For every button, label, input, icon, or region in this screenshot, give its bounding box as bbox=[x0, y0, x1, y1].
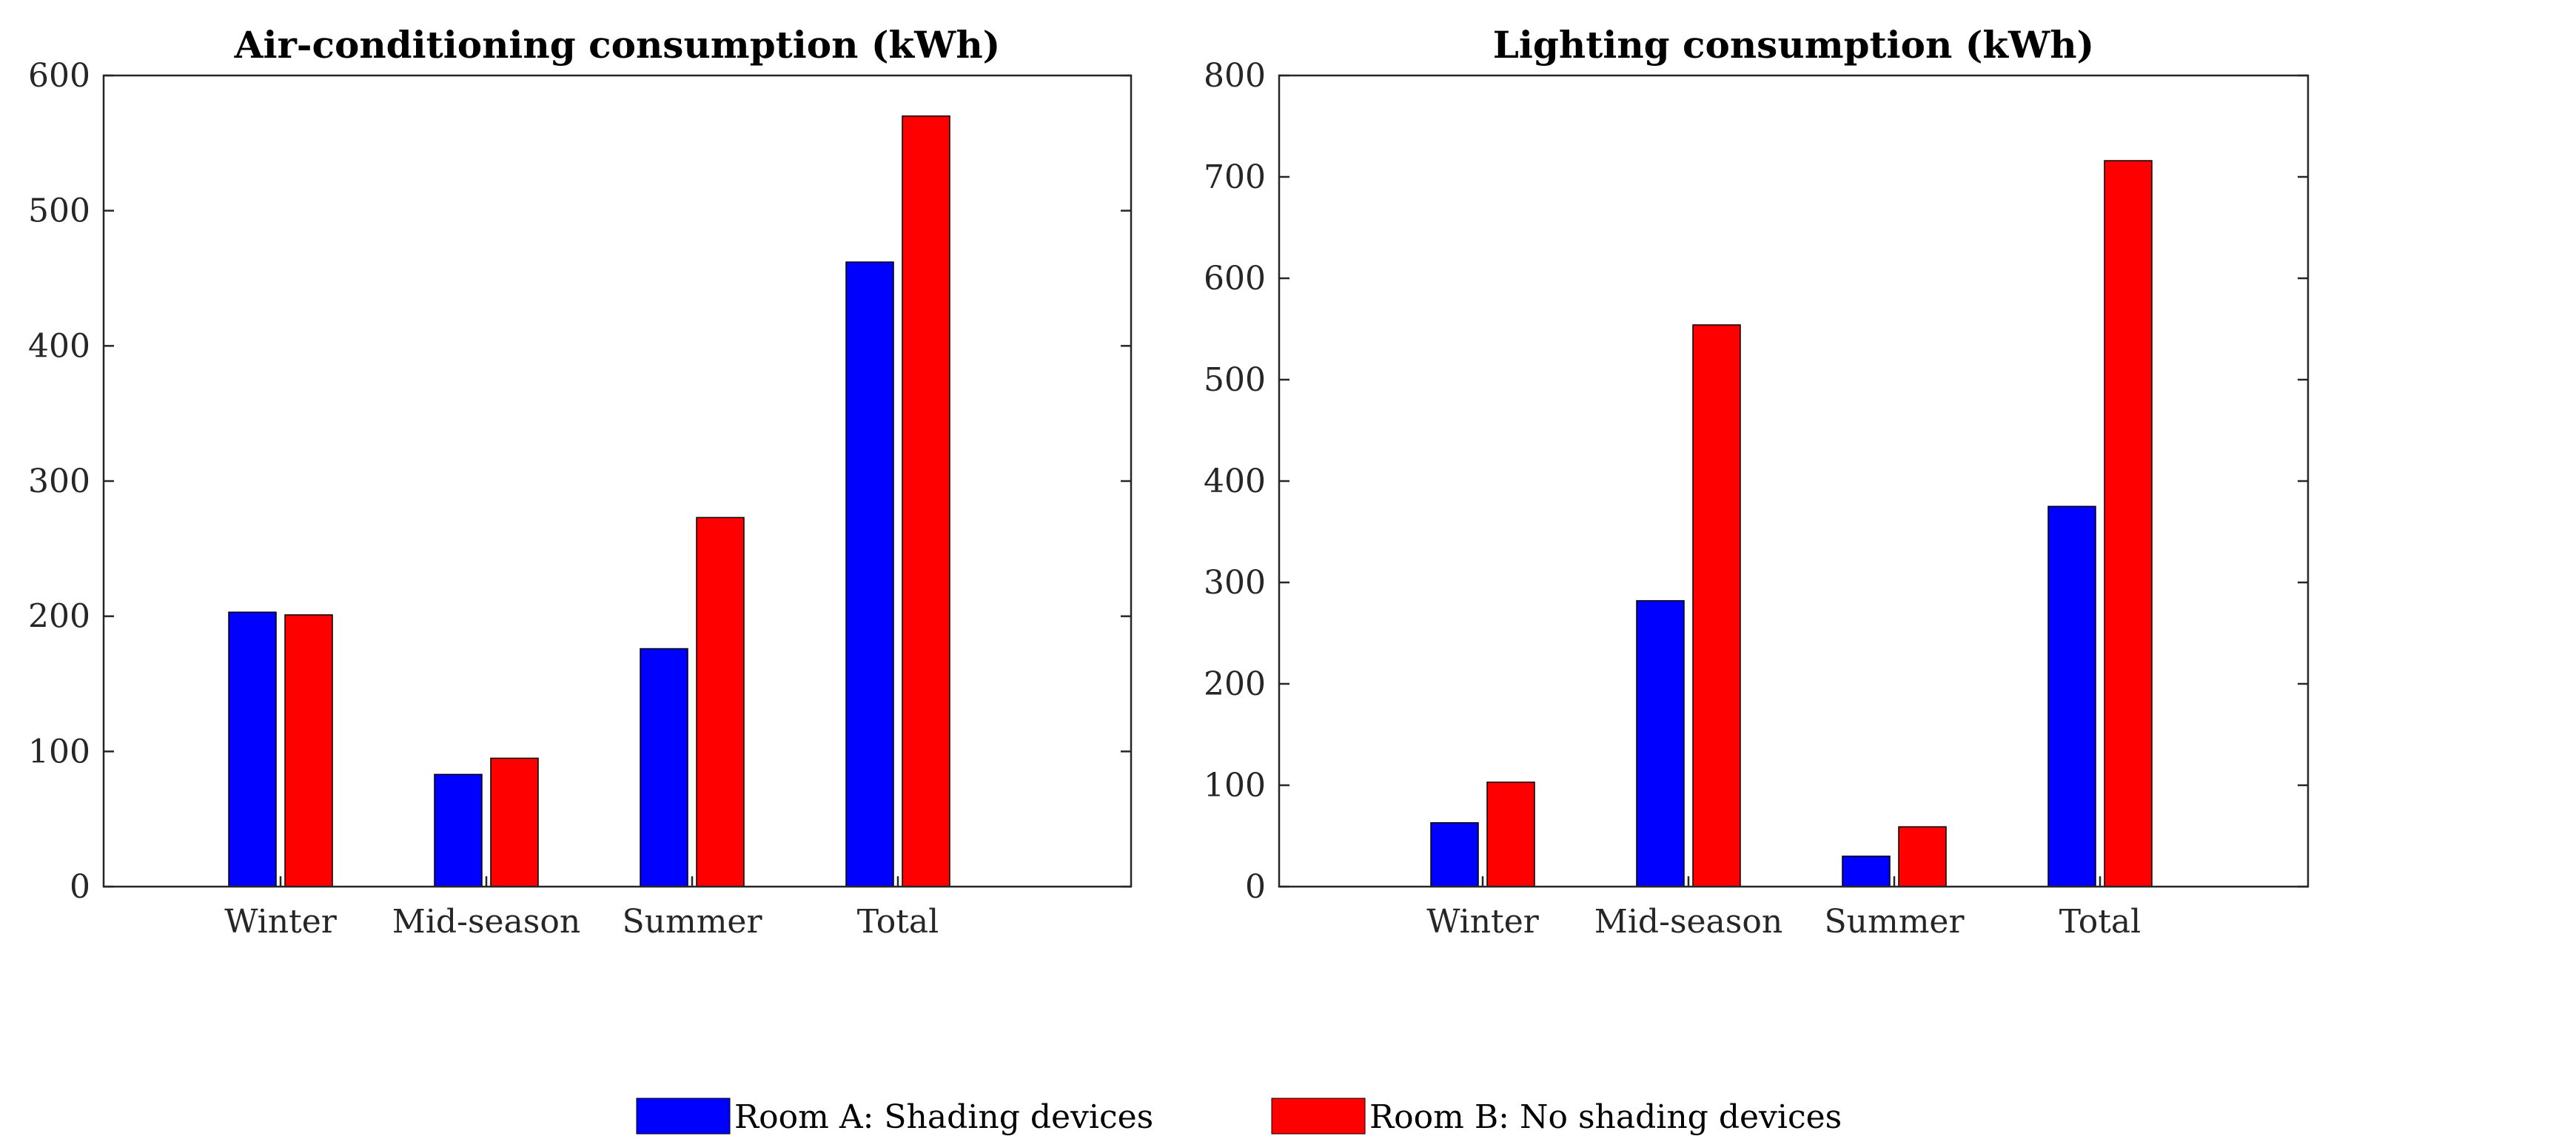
lighting-ytick-label: 200 bbox=[1204, 665, 1266, 703]
ac-bar-room-a-total bbox=[845, 261, 894, 887]
ac-bar-room-a-summer bbox=[640, 648, 688, 887]
ac-bar-room-b-total bbox=[902, 115, 950, 887]
lighting-bar-room-a-total bbox=[2047, 505, 2096, 887]
lighting-axes-box bbox=[1278, 74, 2310, 888]
lighting-ytick-label: 100 bbox=[1204, 767, 1266, 804]
legend-label-room-a: Room A: Shading devices bbox=[734, 1098, 1153, 1136]
legend-label-room-b: Room B: No shading devices bbox=[1369, 1098, 1842, 1136]
lighting-xtick-label-winter: Winter bbox=[1426, 903, 1540, 941]
lighting-ytick-label: 0 bbox=[1245, 868, 1266, 906]
lighting-bar-room-a-summer bbox=[1842, 856, 1891, 887]
ac-ytick-label: 200 bbox=[28, 598, 90, 636]
ac-xtick-label-summer: Summer bbox=[623, 903, 763, 941]
lighting-ytick-label: 600 bbox=[1204, 260, 1266, 298]
lighting-chart-title: Lighting consumption (kWh) bbox=[1493, 23, 2094, 67]
ac-ytick-label: 400 bbox=[28, 327, 90, 365]
ac-xtick-label-winter: Winter bbox=[224, 903, 338, 941]
lighting-bar-room-a-mid-season bbox=[1636, 599, 1685, 887]
air-conditioning-chart: 0 100 200 300 400 500 600 Winter Mid-season Summe… bbox=[28, 23, 1133, 941]
lighting-chart: 0 100 200 300 400 500 600 700 800 Winter Mid-seaso… bbox=[1204, 23, 2310, 941]
ac-xtick-label-mid-season: Mid-season bbox=[392, 903, 580, 941]
lighting-xtick-label-mid-season: Mid-season bbox=[1594, 903, 1782, 941]
lighting-xtick-label-summer: Summer bbox=[1825, 903, 1965, 941]
legend-swatch-room-b bbox=[1271, 1098, 1366, 1135]
ac-ytick-label: 0 bbox=[70, 868, 90, 906]
ac-bar-room-b-winter bbox=[284, 614, 333, 887]
lighting-bar-room-b-winter bbox=[1486, 782, 1535, 887]
lighting-ytick-label: 500 bbox=[1204, 361, 1266, 399]
ac-ytick-label: 300 bbox=[28, 463, 90, 500]
lighting-xtick-label-total: Total bbox=[2059, 903, 2141, 941]
legend: Room A: Shading devices Room B: No shadi… bbox=[636, 1098, 1842, 1136]
ac-bar-room-a-winter bbox=[228, 611, 277, 887]
lighting-bar-room-a-winter bbox=[1430, 822, 1479, 887]
lighting-ytick-label: 700 bbox=[1204, 158, 1266, 196]
ac-xtick-label-total: Total bbox=[857, 903, 939, 941]
lighting-bar-room-b-mid-season bbox=[1692, 324, 1741, 887]
ac-bar-room-a-mid-season bbox=[434, 773, 483, 887]
ac-ytick-label: 500 bbox=[28, 192, 90, 230]
ac-bar-room-b-summer bbox=[696, 517, 745, 887]
ac-ytick-label: 100 bbox=[28, 733, 90, 770]
lighting-ytick-label: 400 bbox=[1204, 463, 1266, 500]
lighting-ytick-label: 800 bbox=[1204, 57, 1266, 95]
lighting-bar-room-b-summer bbox=[1898, 826, 1947, 887]
ac-ytick-label: 600 bbox=[28, 57, 90, 95]
ac-bar-room-b-mid-season bbox=[490, 757, 539, 887]
lighting-ytick-label: 300 bbox=[1204, 564, 1266, 602]
ac-chart-title: Air-conditioning consumption (kWh) bbox=[234, 23, 1001, 67]
lighting-bar-room-b-total bbox=[2104, 160, 2153, 887]
legend-swatch-room-a bbox=[636, 1098, 731, 1135]
